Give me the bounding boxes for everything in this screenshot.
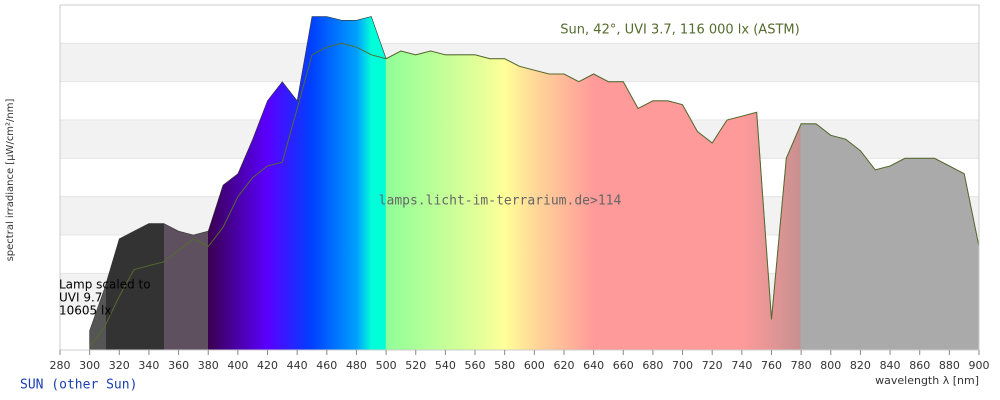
x-tick-label: 400	[227, 359, 248, 372]
sun-link[interactable]: SUN (other Sun)	[20, 378, 137, 393]
plot	[89, 16, 980, 351]
x-axis: 280 300 320 340 360 380 400 420 440 460 480 500 520 5…	[50, 350, 990, 372]
x-tick-label: 320	[109, 359, 130, 372]
x-tick-label: 740	[731, 359, 752, 372]
x-tick-label: 360	[168, 359, 189, 372]
x-tick-label: 480	[346, 359, 367, 372]
x-tick-label: 860	[909, 359, 930, 372]
x-tick-label: 720	[702, 359, 723, 372]
lamp-note: UVI 9.7	[59, 291, 102, 305]
x-tick-label: 560	[465, 359, 486, 372]
x-tick-label: 300	[79, 359, 100, 372]
plot-frame	[59, 4, 980, 351]
x-tick-label: 540	[435, 359, 456, 372]
x-tick-label: 640	[583, 359, 604, 372]
x-tick-label: 780	[791, 359, 812, 372]
x-axis-label: wavelength λ [nm]	[875, 374, 979, 387]
x-tick-label: 800	[820, 359, 841, 372]
x-tick-label: 820	[850, 359, 871, 372]
x-tick-label: 580	[494, 359, 515, 372]
x-tick-label: 880	[939, 359, 960, 372]
x-tick-label: 440	[287, 359, 308, 372]
x-tick-label: 420	[257, 359, 278, 372]
x-tick-label: 680	[642, 359, 663, 372]
x-tick-label: 760	[761, 359, 782, 372]
x-tick-label: 700	[672, 359, 693, 372]
chart-title: Sun, 42°, UVI 3.7, 116 000 lx (ASTM)	[560, 23, 799, 38]
sun-spectrum	[89, 42, 980, 347]
x-tick-label: 520	[405, 359, 426, 372]
lamp-note: Lamp scaled to	[59, 278, 151, 292]
x-tick-label: 900	[969, 359, 990, 372]
x-tick-label: 500	[376, 359, 397, 372]
x-tick-label: 600	[524, 359, 545, 372]
lamp-note: 10605 lx	[59, 304, 111, 318]
y-axis-label: spectral irradiance [µW/cm²/nm]	[5, 98, 16, 261]
x-tick-label: 280	[50, 359, 71, 372]
x-tick-label: 380	[198, 359, 219, 372]
x-tick-label: 620	[553, 359, 574, 372]
x-tick-label: 340	[138, 359, 159, 372]
watermark: lamps.licht-im-terrarium.de>114	[379, 194, 622, 209]
x-tick-label: 460	[316, 359, 337, 372]
x-tick-label: 660	[613, 359, 634, 372]
x-tick-label: 840	[880, 359, 901, 372]
